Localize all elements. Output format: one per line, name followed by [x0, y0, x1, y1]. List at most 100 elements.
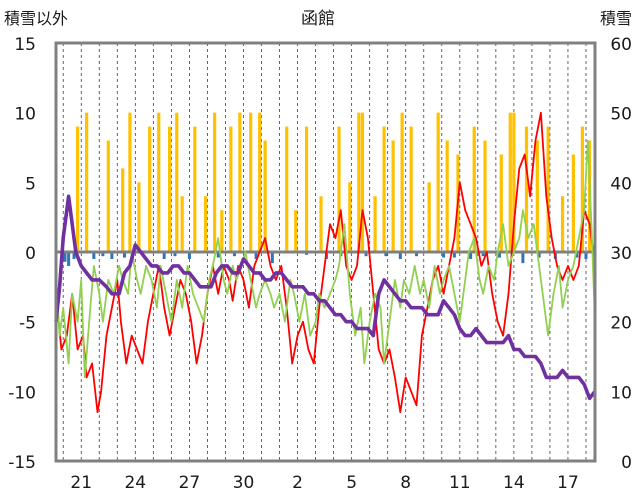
sunshine-bar	[445, 140, 449, 252]
sunshine-bar	[580, 126, 584, 252]
right-tick-label: 30	[610, 244, 632, 264]
precip-bar	[123, 252, 127, 258]
x-tick-label: 17	[557, 473, 579, 493]
sunshine-bar	[499, 154, 503, 252]
precip-bar	[497, 252, 501, 258]
sunshine-bar	[427, 182, 431, 252]
precip-bar	[162, 252, 166, 259]
right-tick-label: 50	[610, 105, 632, 125]
sunshine-bar	[560, 196, 565, 252]
left-tick-label: 5	[25, 174, 36, 194]
precip-bar	[173, 252, 177, 257]
sunshine-bar	[180, 196, 184, 252]
sunshine-bar	[167, 126, 172, 252]
precip-bar	[110, 252, 114, 259]
sunshine-bar	[472, 126, 476, 252]
sunshine-bar	[546, 126, 550, 252]
x-tick-label: 14	[503, 473, 525, 493]
sunshine-bar	[409, 126, 413, 252]
precip-bar	[575, 252, 579, 258]
sunshine-bar	[319, 196, 323, 252]
sunshine-bar	[76, 126, 80, 252]
precip-bar	[67, 252, 71, 266]
sunshine-bar	[373, 196, 377, 252]
left-tick-label: 10	[14, 105, 36, 125]
x-tick-label: 21	[70, 473, 92, 493]
sunshine-bar	[357, 112, 361, 253]
sunshine-bar	[512, 112, 516, 253]
right-tick-label: 10	[610, 383, 632, 403]
x-tick-label: 2	[292, 473, 303, 493]
right-tick-label: 20	[610, 314, 632, 334]
snow_depth-line	[54, 194, 597, 401]
left-tick-label: -5	[19, 314, 36, 334]
sunshine-bar	[508, 112, 512, 253]
sunshine-bar	[128, 112, 132, 253]
sunshine-bar	[263, 140, 267, 252]
precip-bar	[92, 252, 96, 259]
sunshine-bar	[285, 126, 289, 252]
sunshine-bar	[148, 126, 152, 252]
precip-bar	[232, 252, 236, 257]
sunshine-bar	[360, 112, 365, 253]
sunshine-bar	[483, 140, 487, 252]
sunshine-bar	[337, 126, 341, 252]
precip-bar	[364, 252, 368, 257]
sunshine-bar	[121, 168, 125, 252]
sunshine-bar	[348, 182, 352, 252]
precip-bar	[442, 252, 446, 258]
precip-bar	[398, 252, 402, 259]
sunshine-bar	[436, 112, 440, 253]
line-series	[54, 111, 597, 414]
precip-bar	[187, 252, 191, 259]
sunshine-bar	[400, 112, 404, 253]
sunshine-bar	[249, 112, 253, 253]
precip-bar	[537, 252, 541, 258]
left-tick-label: -15	[8, 453, 36, 473]
x-tick-label: 5	[346, 473, 357, 493]
x-tick-label: 8	[400, 473, 411, 493]
sunshine-bar	[382, 126, 386, 252]
precip-bar	[415, 252, 419, 257]
sunshine-bar	[524, 126, 529, 252]
plot-frame	[54, 41, 597, 463]
sunshine-bar	[157, 112, 161, 253]
precip-bar	[469, 252, 473, 259]
sunshine-bar	[106, 140, 110, 252]
precip-bar	[384, 252, 388, 257]
sunshine-bar	[137, 182, 141, 252]
precip-bar	[101, 252, 105, 257]
sunshine-bar	[238, 112, 242, 253]
sunshine-bar	[294, 210, 298, 252]
left-tick-label: -10	[8, 383, 36, 403]
right-tick-label: 0	[621, 453, 632, 473]
sunshine-bar	[193, 126, 197, 252]
left-axis-ticks: 15 10 5 0 -5 -10 -15	[8, 35, 36, 473]
x-axis-ticks: 21 24 27 30 2 5 8 11 14 17	[70, 473, 578, 493]
sunshine-bar	[229, 126, 233, 252]
sunshine-bar	[175, 112, 179, 253]
sunshine-bar	[391, 140, 395, 252]
x-tick-label: 27	[179, 473, 201, 493]
precip-bar	[63, 252, 67, 262]
right-tick-label: 40	[610, 174, 632, 194]
right-tick-label: 60	[610, 35, 632, 55]
left-axis-label: 積雪以外	[4, 9, 68, 28]
temp_red-line	[55, 111, 596, 414]
precip-bar	[521, 252, 525, 264]
x-tick-label: 11	[449, 473, 471, 493]
sunshine-bar	[571, 154, 575, 252]
precip-bar	[72, 252, 76, 259]
bar-series	[63, 112, 592, 266]
sunshine-bar	[213, 112, 217, 253]
sunshine-bar	[535, 140, 539, 252]
left-tick-label: 15	[14, 35, 36, 55]
sunshine-bar	[85, 112, 89, 253]
precip-bar	[254, 252, 258, 259]
sunshine-bar	[220, 210, 224, 252]
x-tick-label: 30	[233, 473, 255, 493]
precip-bar	[584, 252, 588, 259]
x-tick-label: 24	[124, 473, 146, 493]
left-tick-label: 0	[25, 244, 36, 264]
